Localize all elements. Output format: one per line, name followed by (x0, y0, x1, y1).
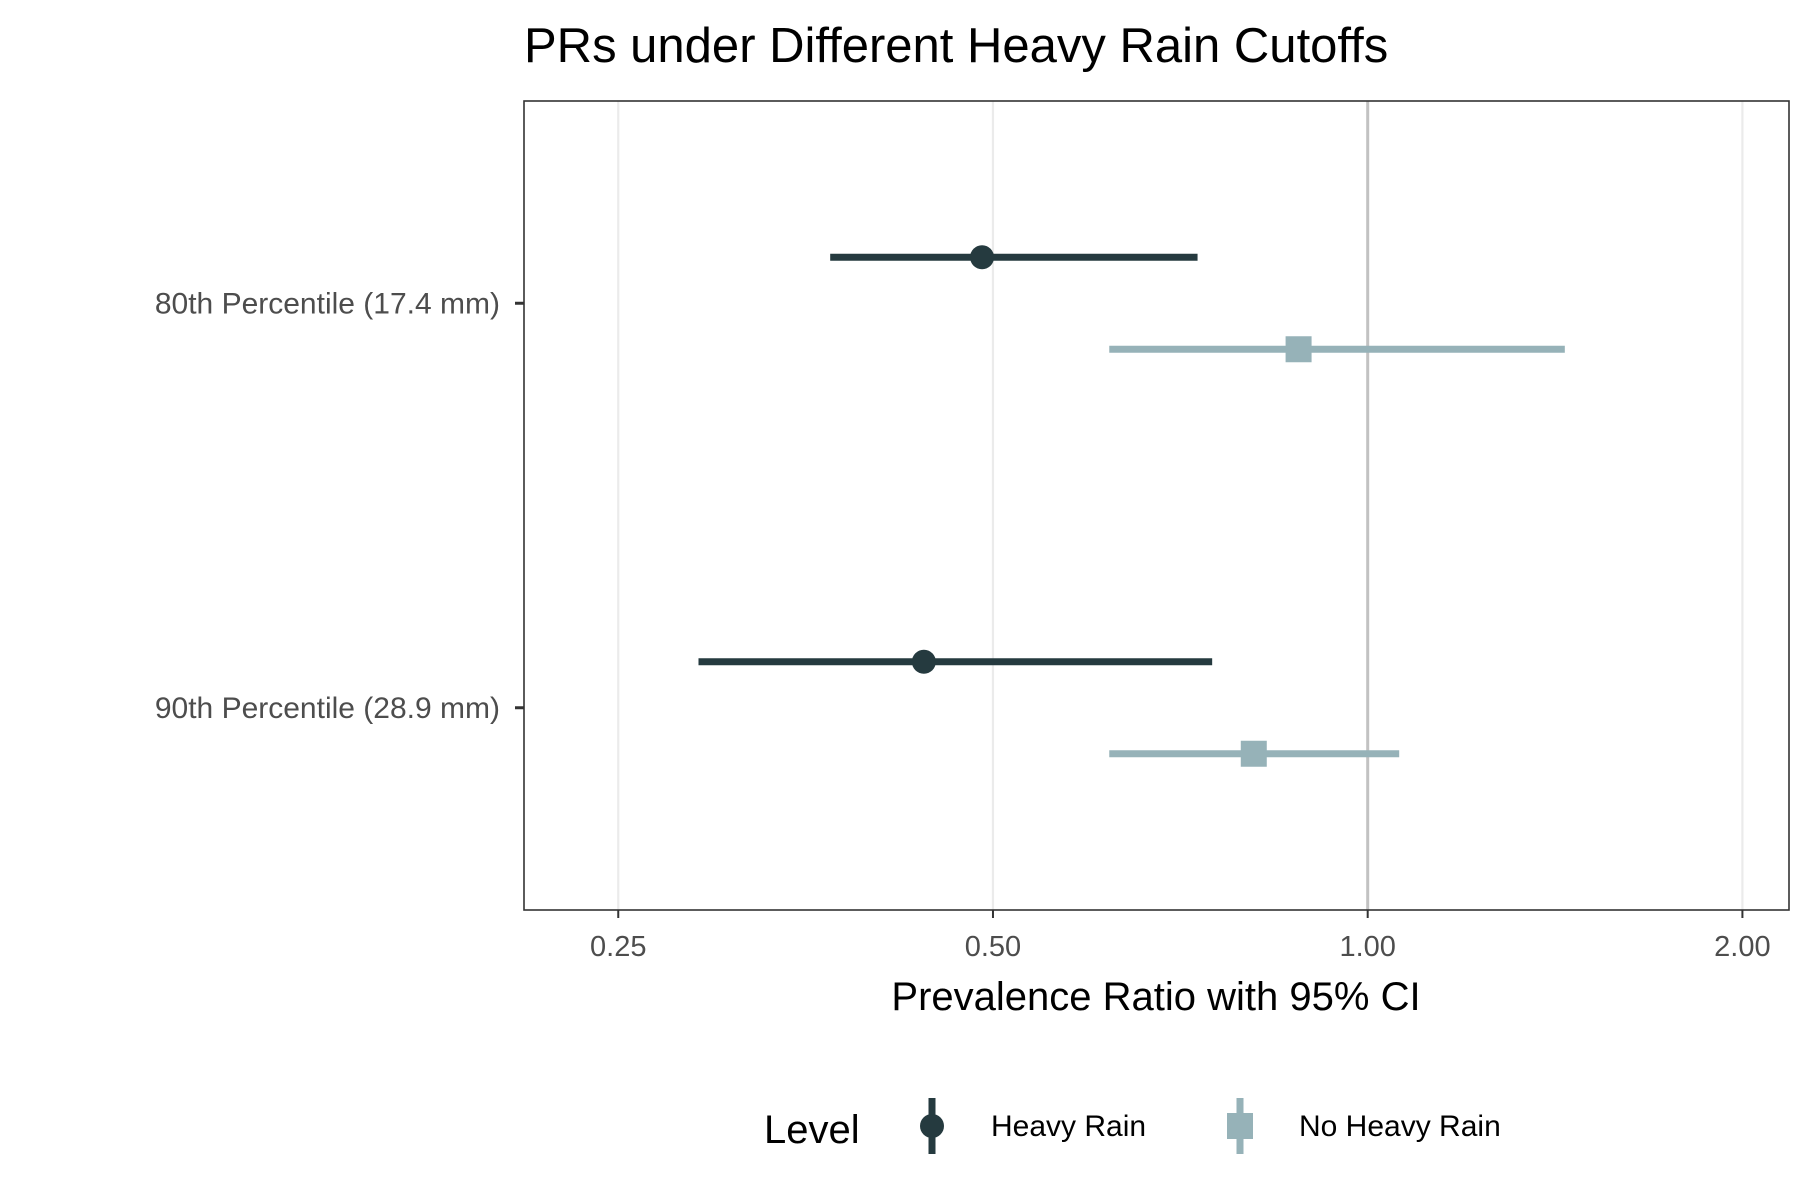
y-tick-label: 90th Percentile (28.9 mm) (155, 692, 500, 725)
data-point-group (698, 649, 1213, 674)
x-tick-label: 0.50 (965, 931, 1021, 963)
legend-title: Level (764, 1108, 860, 1152)
x-tick-label: 0.25 (590, 931, 646, 963)
y-tick-label: 80th Percentile (17.4 mm) (155, 287, 500, 320)
legend-key-marker (1227, 1113, 1253, 1139)
x-axis: 0.25 0.50 1.00 2.00 (590, 910, 1771, 963)
data-point-group (1109, 336, 1565, 363)
series-marks (698, 245, 1565, 767)
point-estimate (970, 245, 995, 270)
x-tick-label: 1.00 (1339, 931, 1395, 963)
x-axis-title: Prevalence Ratio with 95% CI (891, 975, 1420, 1019)
y-axis: 80th Percentile (17.4 mm) 90th Percentile… (155, 287, 524, 725)
point-estimate (1240, 740, 1267, 767)
point-estimate (911, 649, 936, 674)
gridlines (617, 101, 1744, 910)
plot-panel-border (523, 100, 1790, 911)
legend-label: No Heavy Rain (1299, 1110, 1501, 1143)
legend: Level Heavy Rain No Heavy Rain (764, 1098, 1501, 1154)
legend-key-marker (920, 1114, 944, 1138)
data-point-group (1109, 740, 1400, 767)
data-point-group (830, 245, 1198, 270)
x-tick-label: 2.00 (1714, 931, 1770, 963)
legend-item: No Heavy Rain (1227, 1098, 1501, 1154)
point-estimate (1285, 336, 1312, 363)
legend-label: Heavy Rain (991, 1110, 1146, 1143)
legend-item: Heavy Rain (920, 1098, 1146, 1154)
chart-title: PRs under Different Heavy Rain Cutoffs (524, 19, 1388, 73)
